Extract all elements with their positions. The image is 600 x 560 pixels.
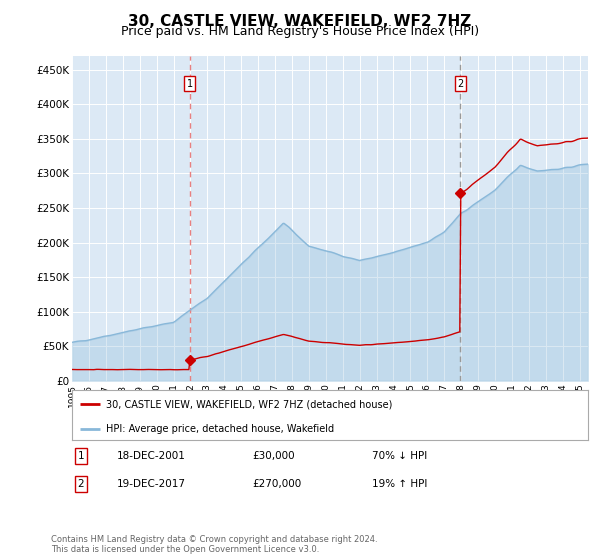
Text: 18-DEC-2001: 18-DEC-2001 <box>117 451 186 461</box>
Text: 1: 1 <box>77 451 85 461</box>
Text: Price paid vs. HM Land Registry's House Price Index (HPI): Price paid vs. HM Land Registry's House … <box>121 25 479 38</box>
Text: 70% ↓ HPI: 70% ↓ HPI <box>372 451 427 461</box>
Text: 1: 1 <box>187 78 193 88</box>
Text: 19-DEC-2017: 19-DEC-2017 <box>117 479 186 489</box>
Text: 2: 2 <box>77 479 85 489</box>
Text: 30, CASTLE VIEW, WAKEFIELD, WF2 7HZ (detached house): 30, CASTLE VIEW, WAKEFIELD, WF2 7HZ (det… <box>106 399 392 409</box>
Text: Contains HM Land Registry data © Crown copyright and database right 2024.
This d: Contains HM Land Registry data © Crown c… <box>51 535 377 554</box>
Text: 30, CASTLE VIEW, WAKEFIELD, WF2 7HZ: 30, CASTLE VIEW, WAKEFIELD, WF2 7HZ <box>128 14 472 29</box>
Text: 19% ↑ HPI: 19% ↑ HPI <box>372 479 427 489</box>
Text: HPI: Average price, detached house, Wakefield: HPI: Average price, detached house, Wake… <box>106 424 334 434</box>
Text: £270,000: £270,000 <box>252 479 301 489</box>
Text: £30,000: £30,000 <box>252 451 295 461</box>
Text: 2: 2 <box>457 78 464 88</box>
